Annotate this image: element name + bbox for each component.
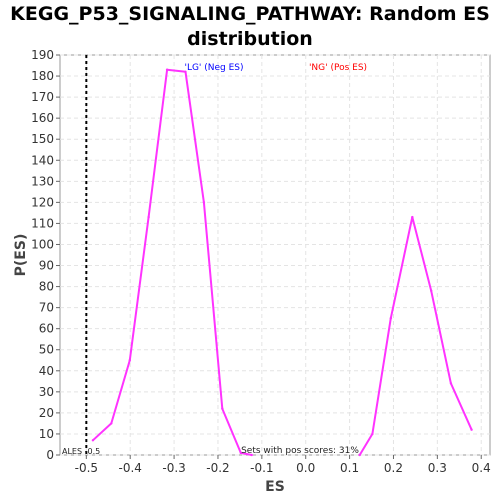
y-tick-label: 130 <box>31 174 54 188</box>
plot-area <box>59 54 491 456</box>
data-point <box>147 215 150 219</box>
y-tick-label: 150 <box>31 132 54 146</box>
y-tick-label: 160 <box>31 111 54 125</box>
y-tick-label: 120 <box>31 195 54 209</box>
y-tick-label: 140 <box>31 153 54 167</box>
x-tick-label: -0.3 <box>162 461 185 475</box>
y-axis-label: P(ES) <box>13 234 29 277</box>
x-tick-label: -0.1 <box>250 461 273 475</box>
series-line <box>92 68 252 456</box>
x-tick-label: -0.4 <box>118 461 141 475</box>
data-point <box>91 439 95 442</box>
data-point <box>128 359 131 362</box>
data-point <box>184 70 187 74</box>
x-tick-label: 0.2 <box>384 461 403 475</box>
pos-es-label: 'NG' (Pos ES) <box>309 63 367 73</box>
data-point <box>389 316 393 320</box>
pos-scores-label: Sets with pos scores: 31% <box>241 446 359 456</box>
chart-title: KEGG_P53_SIGNALING_PATHWAY: Random ES di… <box>10 3 490 50</box>
data-point <box>358 453 361 457</box>
y-tick-label: 30 <box>39 385 54 399</box>
y-tick-label: 60 <box>39 322 54 336</box>
y-tick-label: 80 <box>39 280 54 294</box>
y-tick-label: 70 <box>39 301 54 315</box>
data-point <box>371 432 374 436</box>
actual-es-label: ALES -0.5 <box>62 447 100 456</box>
y-tick-label: 100 <box>31 237 54 251</box>
data-point <box>449 382 453 385</box>
x-tick-label: 0.4 <box>472 461 491 475</box>
data-point <box>250 453 253 457</box>
series-layer <box>91 68 473 457</box>
data-point <box>202 201 206 204</box>
y-tick-label: 0 <box>46 448 54 462</box>
x-axis-ticks: -0.5 -0.4 -0.3 -0.2 -0.1 0.0 0.1 0.2 0.3 0.4 <box>75 455 491 475</box>
x-tick-label: 0.0 <box>296 461 315 475</box>
neg-es-label: 'LG' (Neg ES) <box>184 63 243 73</box>
y-tick-label: 40 <box>39 364 54 378</box>
data-point <box>430 289 433 292</box>
y-tick-label: 180 <box>31 69 54 83</box>
data-point <box>411 215 414 219</box>
y-axis-ticks: 0 10 20 30 40 50 60 70 80 90 100 110 120 130 140 150 160… <box>31 48 60 462</box>
data-point <box>110 422 113 425</box>
y-tick-label: 20 <box>39 406 54 420</box>
x-axis-label: ES <box>265 479 285 495</box>
grid-lines <box>60 54 490 456</box>
y-tick-label: 90 <box>39 259 54 273</box>
y-tick-label: 110 <box>31 216 54 230</box>
x-tick-label: 0.1 <box>340 461 359 475</box>
y-tick-label: 190 <box>31 48 54 62</box>
data-point <box>470 428 473 431</box>
y-tick-label: 170 <box>31 90 54 104</box>
y-tick-label: 50 <box>39 343 54 357</box>
data-point <box>165 68 169 71</box>
x-tick-label: -0.5 <box>75 461 98 475</box>
x-tick-label: 0.3 <box>428 461 447 475</box>
x-tick-label: -0.2 <box>206 461 229 475</box>
data-point <box>239 451 242 455</box>
data-point <box>221 407 224 410</box>
y-tick-label: 10 <box>39 427 54 441</box>
